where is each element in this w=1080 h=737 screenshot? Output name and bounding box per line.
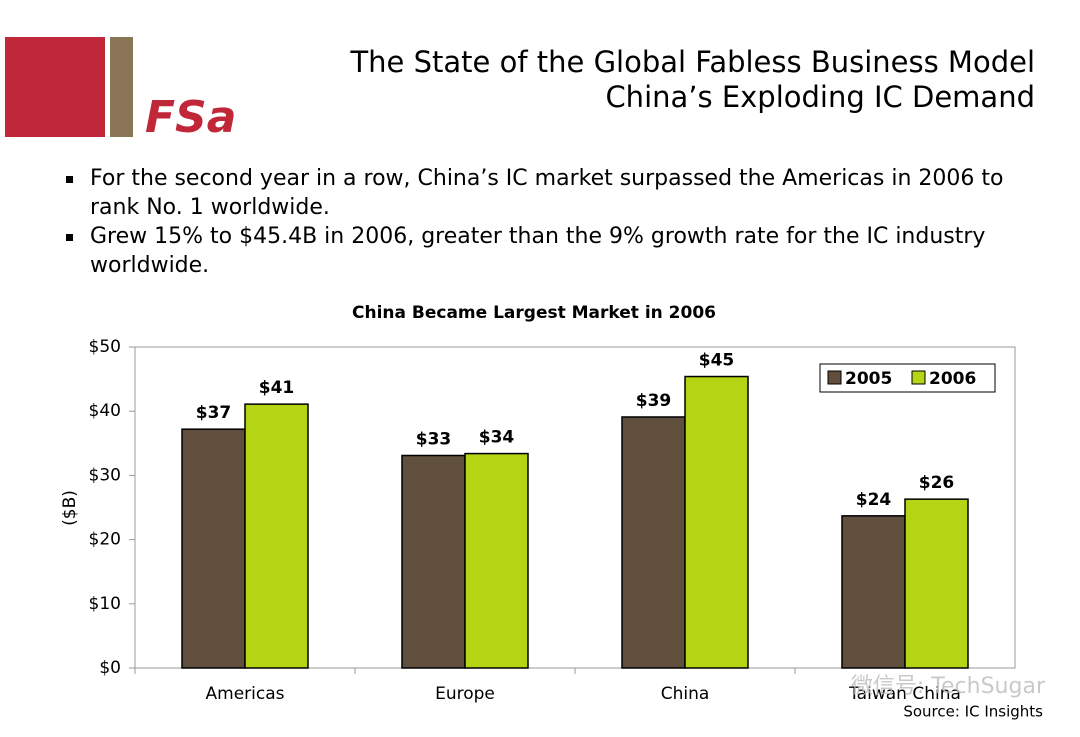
bullet: For the second year in a row, China’s IC… xyxy=(66,164,1040,222)
legend-box xyxy=(819,363,996,393)
bar xyxy=(684,375,749,669)
bar xyxy=(904,498,969,669)
y-tick-label: $20 xyxy=(89,530,121,550)
logo-block xyxy=(5,37,105,137)
logo-text: FSa xyxy=(145,92,236,143)
value-label: $33 xyxy=(416,429,452,449)
title-line: The State of the Global Fabless Business… xyxy=(350,45,1035,79)
y-tick-label: $30 xyxy=(89,465,121,485)
value-label: $45 xyxy=(699,351,735,371)
value-label: $34 xyxy=(479,428,515,448)
value-label: $26 xyxy=(919,473,955,493)
bullet: Grew 15% to $45.4B in 2006, greater than… xyxy=(66,222,1040,280)
watermark: 微信号: TechSugar xyxy=(851,674,1046,699)
bar xyxy=(401,454,466,669)
value-label: $41 xyxy=(259,378,295,398)
logo-bar xyxy=(110,37,133,137)
x-tick-label: China xyxy=(661,684,710,704)
bar xyxy=(181,428,246,669)
bar xyxy=(244,403,309,669)
x-tick-label: Europe xyxy=(435,684,495,704)
x-tick-label: Americas xyxy=(206,684,285,704)
value-label: $39 xyxy=(636,391,672,411)
bar xyxy=(464,452,529,669)
source: Source: IC Insights xyxy=(903,703,1043,721)
x-tick-label: Taiwan China xyxy=(848,684,961,704)
value-label: $37 xyxy=(196,403,232,423)
legend-label: 2005 xyxy=(845,369,892,389)
title-line: China’s Exploding IC Demand xyxy=(605,80,1035,114)
y-tick-label: $50 xyxy=(89,337,121,357)
legend-label: 2006 xyxy=(929,369,976,389)
y-axis-label: ($B) xyxy=(60,490,80,526)
y-tick-label: $40 xyxy=(89,401,121,421)
bar xyxy=(621,416,686,669)
legend-swatch xyxy=(827,370,842,385)
bullet-list: For the second year in a row, China’s IC… xyxy=(62,164,1040,280)
chart-title: China Became Largest Market in 2006 xyxy=(352,303,716,323)
bar xyxy=(841,515,906,669)
legend-swatch xyxy=(911,370,926,385)
value-label: $24 xyxy=(856,490,892,510)
y-tick-label: $10 xyxy=(89,594,121,614)
y-tick-label: $0 xyxy=(99,658,121,678)
